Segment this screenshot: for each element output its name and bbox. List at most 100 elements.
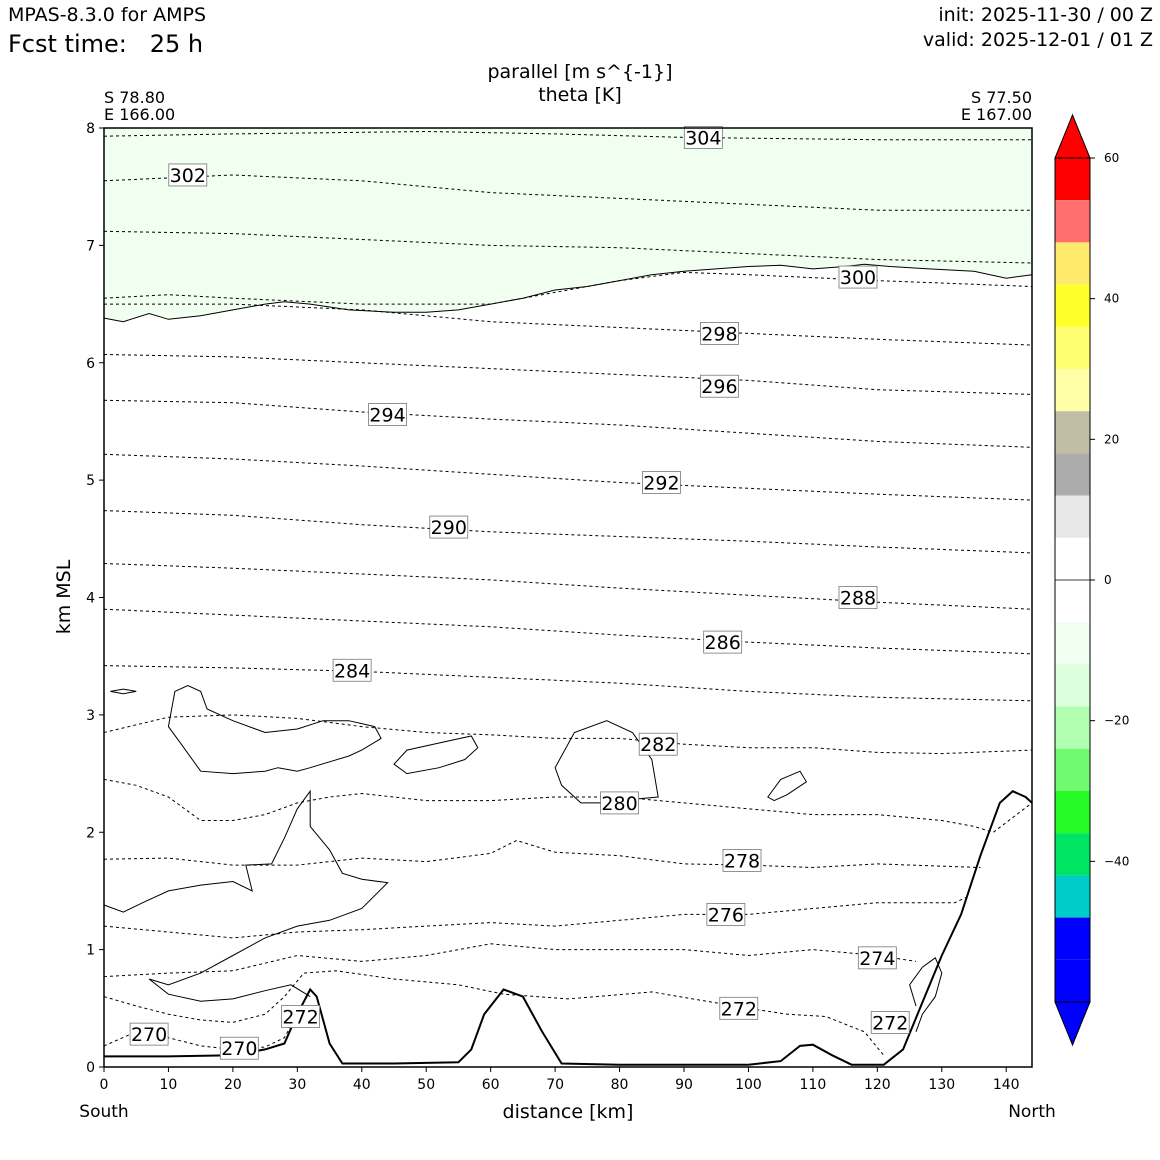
theta-label-box (600, 791, 639, 815)
theta-label-294: 294 (368, 402, 407, 426)
theta-contour-292 (103, 453, 1033, 501)
theta-label-290: 290 (429, 515, 469, 539)
colorbar-bin-4 (1055, 326, 1090, 369)
colorbar: 60 40 20 0 −20 −40 (1054, 113, 1129, 1047)
wind-zero-contour-blob-right (554, 720, 659, 804)
y-axis-label: km MSL (53, 559, 75, 634)
wind-zero-contour-blob-left (167, 684, 382, 775)
theta-label-278: 278 (722, 849, 762, 872)
theta-label-298: 298 (700, 322, 739, 345)
theta-label-text: 274 (859, 948, 895, 970)
colorbar-tick-label-4: −20 (1104, 714, 1129, 728)
wind-zero-contour-blob-small (767, 770, 808, 802)
theta-label-282: 282 (638, 732, 678, 756)
theta-label-text: 298 (701, 323, 737, 345)
left-lat: S 78.80 (104, 88, 165, 107)
y-tick-label-1: 1 (86, 943, 95, 959)
x-tick-label-120: 120 (864, 1077, 891, 1093)
theta-label-text: 300 (840, 267, 876, 289)
colorbar-over-triangle (1054, 113, 1091, 159)
theta-label-text: 272 (721, 998, 757, 1020)
theta-contour-278 (103, 839, 981, 869)
theta-label-text: 304 (685, 127, 721, 149)
theta-label-box (722, 849, 762, 872)
wind-zero-contour-blob-mid (393, 735, 479, 775)
colorbar-bin-5 (1055, 369, 1090, 412)
y-tick-label-5: 5 (86, 473, 95, 489)
theta-contour-274 (103, 943, 917, 978)
forecast-label: Fcst time: (8, 30, 127, 58)
theta-label-text: 282 (640, 734, 676, 756)
y-tick-label-0: 0 (86, 1060, 95, 1076)
forecast-time: Fcst time: 25 h (8, 30, 203, 58)
theta-label-text: 294 (369, 404, 405, 426)
theta-label-274: 274 (857, 946, 897, 970)
y-tick-label-8: 8 (86, 121, 95, 137)
chart-title-line1: parallel [m s^{-1}] (487, 61, 672, 83)
theta-contour-300 (103, 271, 1033, 305)
theta-label-292: 292 (642, 471, 681, 494)
x-tick-label-60: 60 (482, 1077, 500, 1093)
x-tick-label-50: 50 (417, 1077, 435, 1093)
theta-label-text: 288 (840, 588, 876, 610)
x-tick-label-100: 100 (735, 1077, 762, 1093)
valid-time: valid: 2025-12-01 / 01 Z (922, 29, 1153, 51)
colorbar-bin-6 (1055, 411, 1090, 454)
theta-label-box (719, 996, 759, 1020)
wind-zero-contour-blob-tiny (110, 688, 137, 695)
theta-label-text: 272 (282, 1007, 318, 1029)
x-tick-label-80: 80 (611, 1077, 629, 1093)
x-tick-label-130: 130 (928, 1077, 955, 1093)
theta-contour-306 (103, 130, 1032, 141)
theta-label-box (857, 946, 897, 970)
theta-label-text: 302 (170, 165, 206, 187)
x-tick-label-10: 10 (160, 1077, 178, 1093)
colorbar-bin-0 (1055, 158, 1090, 201)
theta-label-box (429, 515, 469, 539)
theta-label-284: 284 (332, 658, 372, 682)
theta-contour-276 (103, 896, 968, 939)
theta-label-box (219, 1036, 259, 1060)
theta-label-box (642, 471, 681, 494)
north-label: North (1008, 1102, 1056, 1122)
colorbar-bin-16 (1055, 833, 1090, 876)
theta-contour-280 (103, 778, 1033, 833)
theta-contour-284 (103, 665, 1033, 702)
theta-label-302: 302 (168, 163, 208, 187)
theta-label-text: 270 (221, 1038, 257, 1060)
colorbar-bin-7 (1055, 453, 1090, 496)
theta-contour-294 (103, 399, 1033, 448)
model-name: MPAS-8.3.0 for AMPS (8, 4, 207, 26)
theta-label-286: 286 (703, 630, 743, 654)
theta-label-text: 278 (724, 850, 760, 872)
theta-label-box (838, 586, 878, 609)
theta-label-280: 280 (600, 791, 639, 815)
theta-contour-298 (104, 303, 1033, 346)
colorbar-under-triangle (1054, 1001, 1091, 1047)
colorbar-bin-15 (1055, 791, 1090, 834)
theta-label-272: 272 (281, 1005, 320, 1029)
theta-label-304: 304 (683, 125, 723, 149)
left-lon: E 166.00 (104, 105, 175, 124)
colorbar-bin-3 (1055, 284, 1090, 327)
theta-label-box (683, 125, 723, 149)
theta-label-box (870, 1010, 910, 1034)
colorbar-bin-10 (1055, 580, 1090, 623)
terrain-line (104, 790, 1033, 1066)
forecast-value: 25 h (149, 30, 204, 58)
colorbar-bin-8 (1055, 495, 1090, 538)
theta-label-box (368, 402, 407, 426)
colorbar-bin-13 (1055, 706, 1090, 749)
colorbar-bin-12 (1055, 664, 1090, 707)
right-lat: S 77.50 (971, 88, 1032, 107)
theta-label-270: 270 (219, 1036, 259, 1060)
theta-label-300: 300 (838, 265, 878, 289)
theta-contour-282 (103, 714, 1033, 755)
y-tick-label-6: 6 (86, 356, 95, 372)
theta-label-box (281, 1005, 320, 1028)
colorbar-bin-1 (1055, 200, 1090, 243)
colorbar-tick-label-1: 40 (1104, 292, 1119, 306)
theta-label-box (700, 374, 739, 398)
theta-label-box (638, 732, 678, 756)
theta-label-288: 288 (838, 586, 878, 610)
